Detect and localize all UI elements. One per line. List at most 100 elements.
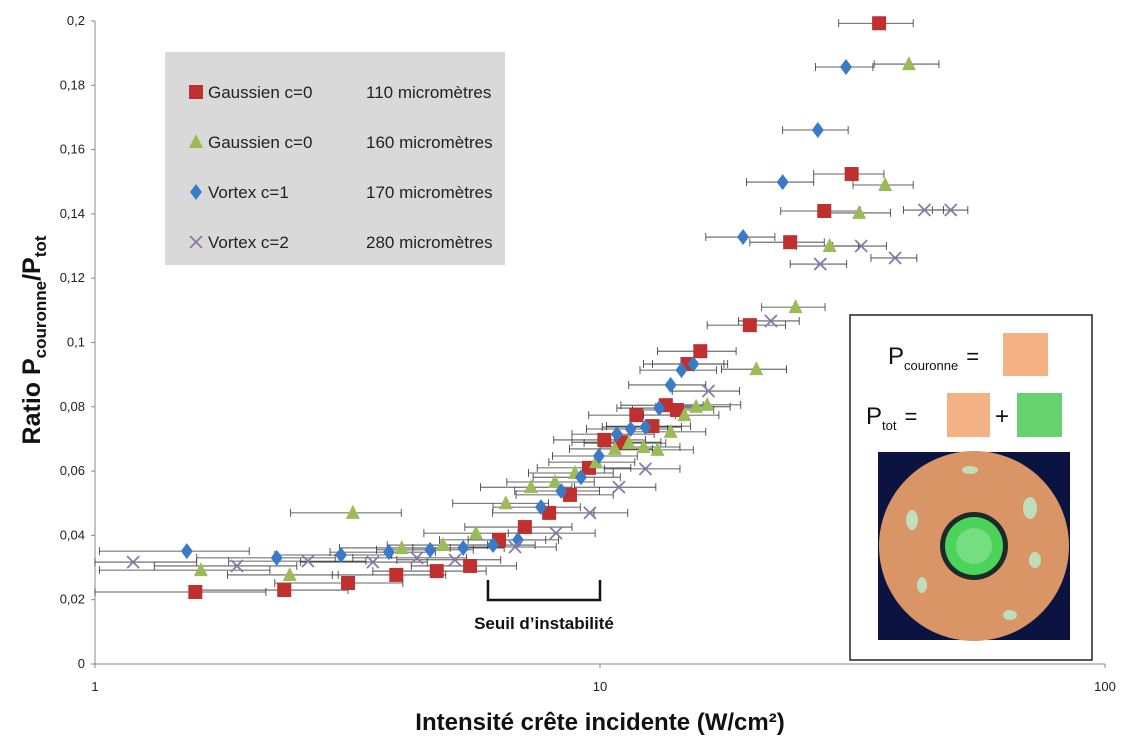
point <box>511 531 524 548</box>
point <box>901 56 916 71</box>
point <box>764 314 778 328</box>
inset-sub: tot <box>882 418 897 433</box>
point <box>629 408 644 423</box>
point <box>335 547 348 564</box>
point <box>534 499 547 516</box>
inset-p: P <box>866 403 882 430</box>
point <box>345 504 360 519</box>
point <box>341 575 356 590</box>
point <box>394 539 409 554</box>
legend-detail: 170 micromètres <box>366 183 493 202</box>
point <box>749 361 764 376</box>
error-bar <box>299 558 428 567</box>
point <box>498 495 513 510</box>
y-tick-label: 0,04 <box>60 527 85 542</box>
y-tick-label: 0 <box>78 656 85 671</box>
point <box>813 257 827 271</box>
point <box>270 549 283 566</box>
point <box>607 440 622 455</box>
error-bar <box>464 542 557 551</box>
point <box>693 344 708 359</box>
point <box>872 16 887 31</box>
point <box>742 318 757 333</box>
orange-square <box>1003 333 1048 376</box>
point <box>621 435 636 450</box>
point <box>669 403 684 418</box>
point <box>638 462 653 476</box>
point <box>589 454 604 469</box>
x-tick-label: 1 <box>91 679 98 694</box>
point <box>301 554 315 568</box>
point <box>193 562 208 577</box>
point <box>597 432 612 447</box>
point <box>888 251 902 265</box>
error-bar <box>153 561 298 570</box>
point <box>636 438 651 453</box>
point <box>840 58 853 75</box>
error-bar <box>290 508 402 517</box>
inset: Pcouronne = Ptot = + <box>849 314 1093 661</box>
point <box>389 567 404 582</box>
point <box>664 376 677 393</box>
y-title-part: Ratio P <box>18 358 46 444</box>
legend-detail: 110 micromètres <box>366 83 491 102</box>
point <box>811 121 824 138</box>
error-bar <box>603 464 681 473</box>
point <box>944 203 958 217</box>
x-tick-label: 10 <box>593 679 607 694</box>
y-tick-label: 0,16 <box>60 142 85 157</box>
point <box>277 583 292 598</box>
y-axis-title: Ratio Pcouronne/Ptot <box>18 235 50 444</box>
point <box>523 479 538 494</box>
legend-detail: 280 micromètres <box>366 233 493 252</box>
inset-sub: couronne <box>904 358 958 373</box>
error-bar <box>98 547 250 556</box>
point <box>487 537 500 554</box>
legend-label: Vortex c=2 <box>208 233 289 252</box>
legend-marker <box>189 235 203 249</box>
orange-square <box>947 393 990 437</box>
y-title-part: /P <box>18 257 46 281</box>
point <box>639 419 652 436</box>
inset-text: Pcouronne = <box>888 343 979 373</box>
y-title-sub: tot <box>31 235 50 257</box>
x-axis-title: Intensité crête incidente (W/cm²) <box>415 709 784 736</box>
error-bar <box>94 587 267 596</box>
legend-marker <box>189 85 203 99</box>
error-bar <box>227 570 339 579</box>
core-highlight <box>956 528 992 564</box>
point <box>788 299 803 314</box>
error-bar <box>193 586 349 595</box>
legend-box <box>165 52 505 265</box>
inset-plus: + <box>995 403 1009 430</box>
point <box>650 441 665 456</box>
point <box>701 384 716 398</box>
point <box>878 176 893 191</box>
inset-eq: = <box>904 404 917 429</box>
point <box>366 555 380 569</box>
point <box>612 480 626 494</box>
point <box>180 543 193 560</box>
point <box>555 483 568 500</box>
point <box>424 541 437 558</box>
point <box>457 539 470 556</box>
annotation-text: Seuil d’instabilité <box>474 614 614 633</box>
y-tick-label: 0,12 <box>60 270 85 285</box>
point <box>382 544 395 561</box>
point <box>689 398 704 413</box>
speckles <box>906 466 1041 620</box>
x-tick-label: 100 <box>1094 679 1116 694</box>
error-bar <box>789 260 848 269</box>
point <box>917 203 932 217</box>
point <box>783 235 798 250</box>
legend-label: Gaussien c=0 <box>208 133 312 152</box>
point <box>126 555 140 569</box>
point <box>549 526 563 540</box>
legend-marker <box>189 134 203 148</box>
point <box>542 505 557 520</box>
point <box>508 540 522 554</box>
point <box>610 426 623 443</box>
point <box>700 396 715 411</box>
point <box>468 525 483 540</box>
